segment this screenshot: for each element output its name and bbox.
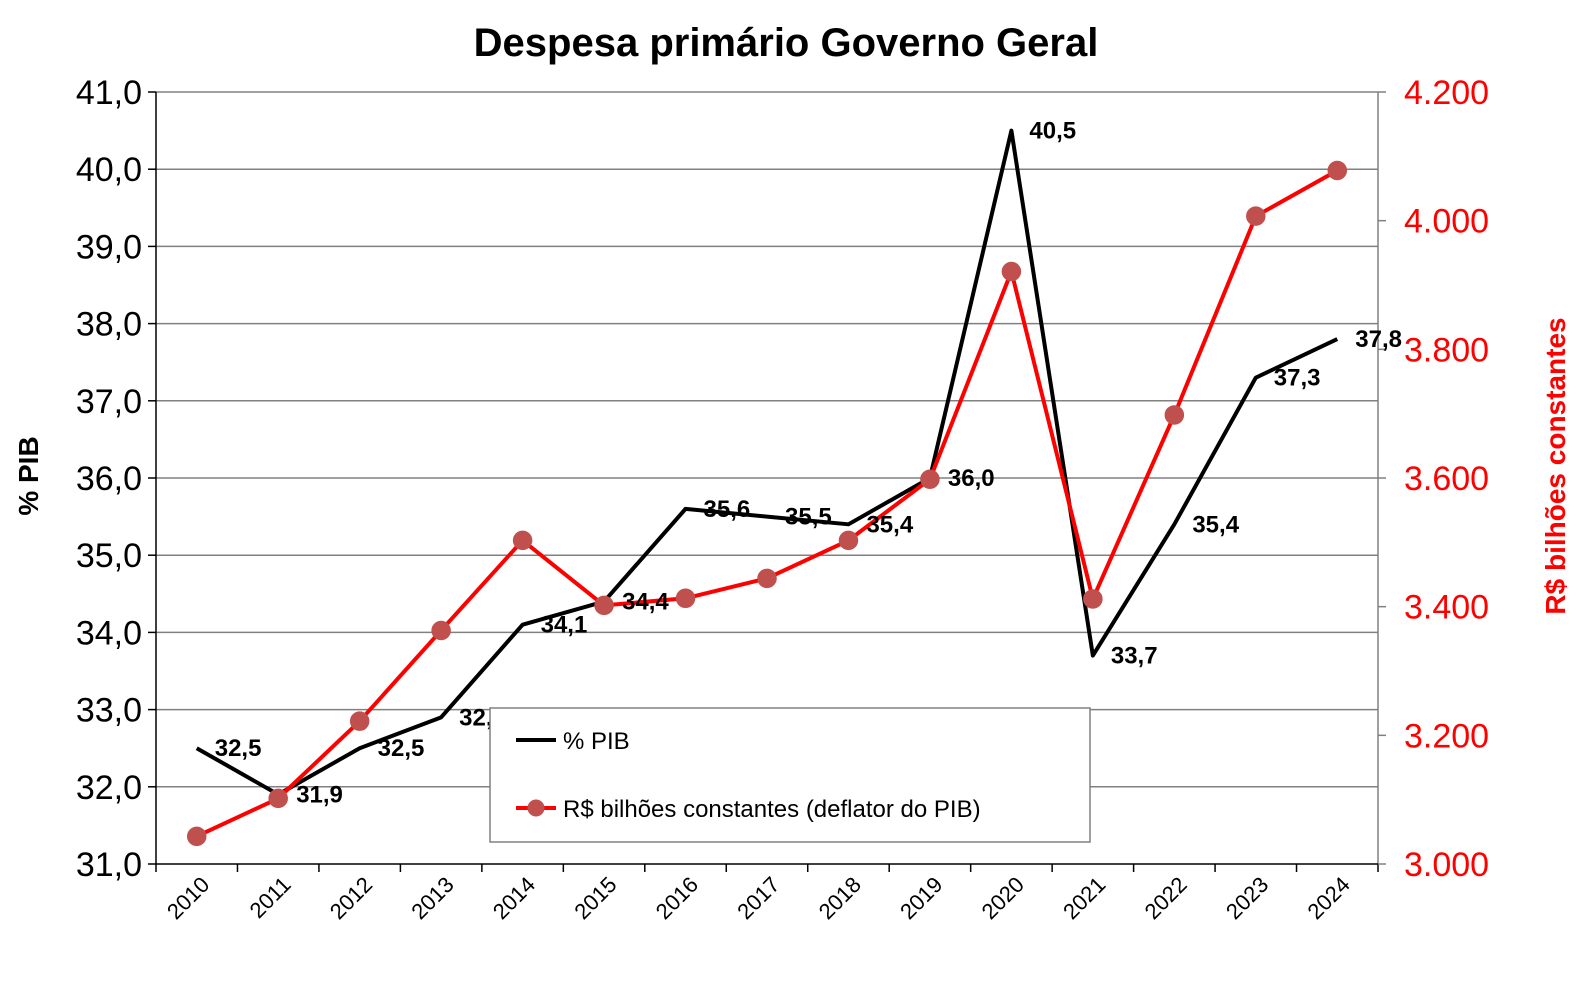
marker-rs-2014	[512, 530, 533, 551]
marker-rs-2017	[757, 568, 777, 589]
legend-label-rs: R$ bilhões constantes (deflator do PIB)	[563, 796, 981, 823]
data-label-pib-2020: 40,5	[1029, 118, 1076, 145]
x-tick-label-2021: 2021	[1058, 872, 1110, 924]
y-axis-right-label: R$ bilhões constantes	[1540, 317, 1571, 614]
data-label-pib-2012: 32,5	[378, 735, 425, 762]
legend: % PIB R$ bilhões constantes (deflator do…	[489, 707, 1091, 843]
x-tick-label-2020: 2020	[977, 872, 1029, 924]
x-tick-label-2024: 2024	[1303, 872, 1355, 924]
axes	[148, 91, 1386, 872]
data-label-pib-2023: 37,3	[1274, 365, 1321, 392]
y-left-tick-label-2: 33,0	[76, 692, 142, 730]
data-labels: 32,531,932,532,934,134,435,6 35,5 35,436,0…	[215, 118, 1402, 809]
y-right-tick-label-2: 3.400	[1404, 589, 1489, 627]
marker-rs-2011	[268, 788, 288, 809]
x-tick-label-2018: 2018	[814, 872, 866, 924]
data-label-pib-2019: 36,0	[948, 465, 995, 492]
y-right-tick-label-0: 3.000	[1404, 846, 1489, 884]
marker-rs-2022	[1164, 405, 1185, 425]
data-label-pib-2010: 32,5	[215, 735, 262, 762]
x-axis-ticks: 2010 2011 2012 2013 2014 2015 2016 2017 2018 2019…	[162, 872, 1355, 924]
x-tick-label-2019: 2019	[895, 872, 947, 924]
data-label-pib-2022: 35,4	[1192, 511, 1239, 538]
x-tick-label-2017: 2017	[732, 872, 784, 924]
x-tick-label-2013: 2013	[406, 872, 458, 924]
marker-rs-2013	[431, 620, 451, 641]
y-left-tick-label-8: 39,0	[76, 228, 142, 266]
data-label-pib-2018: 35,4	[866, 511, 913, 538]
legend-box	[489, 707, 1091, 843]
y-left-tick-label-4: 35,0	[76, 537, 142, 575]
y-right-tick-label-1: 3.200	[1404, 717, 1489, 755]
y-left-tick-label-3: 34,0	[76, 614, 142, 652]
marker-rs-2020	[1001, 261, 1022, 282]
x-tick-label-2016: 2016	[651, 872, 703, 924]
gridlines	[156, 91, 1378, 788]
data-label-pib-2021: 33,7	[1111, 643, 1158, 670]
data-label-pib-2016: 35,6	[704, 496, 751, 523]
y-left-tick-label-10: 41,0	[76, 74, 142, 112]
data-label-pib-2017: 35,5	[785, 504, 832, 531]
marker-rs-2021	[1083, 589, 1103, 609]
marker-rs-2012	[349, 711, 370, 731]
x-tick-label-2022: 2022	[1140, 872, 1192, 924]
x-tick-label-2011: 2011	[245, 872, 296, 923]
y-left-tick-label-5: 36,0	[76, 460, 142, 498]
x-tick-label-2015: 2015	[569, 872, 621, 924]
chart-title: Despesa primário Governo Geral	[474, 21, 1099, 65]
data-label-pib-2015: 34,4	[622, 589, 669, 616]
x-tick-label-2014: 2014	[488, 872, 540, 924]
marker-rs-2016	[675, 588, 696, 609]
data-label-pib-2011: 31,9	[296, 782, 343, 809]
y-axis-left-label: % PIB	[13, 436, 44, 515]
y-left-tick-label-0: 31,0	[76, 846, 142, 884]
data-label-pib-2024: 37,8	[1355, 326, 1402, 353]
line-pib	[195, 128, 1339, 797]
x-tick-label-2023: 2023	[1221, 872, 1273, 924]
left-axis-ticks: 31,0 32,0 33,0 34,0 35,0 36,0 37,0 38,0 39,0 40,0…	[76, 74, 142, 884]
y-right-tick-label-3: 3.600	[1404, 460, 1489, 498]
x-tick-label-2010: 2010	[162, 872, 214, 924]
legend-label-pib: % PIB	[563, 728, 630, 755]
marker-rs-2024	[1327, 160, 1348, 181]
marker-rs-2015	[594, 595, 614, 616]
legend-marker-rs	[527, 799, 545, 817]
y-right-tick-label-4: 3.800	[1404, 331, 1489, 369]
y-left-tick-label-6: 37,0	[76, 383, 142, 421]
x-tick-label-2012: 2012	[325, 872, 377, 924]
y-right-tick-label-5: 4.000	[1404, 203, 1489, 241]
series-rs	[186, 160, 1348, 847]
marker-rs-2010	[186, 826, 207, 847]
marker-rs-2019	[920, 469, 940, 490]
y-left-tick-label-9: 40,0	[76, 151, 142, 189]
marker-rs-2023	[1246, 206, 1266, 226]
data-label-pib-2014: 34,1	[541, 612, 588, 639]
series-pib	[195, 128, 1339, 797]
right-axis-ticks: 3.000 3.200 3.400 3.600 3.800 4.000 4.200	[1404, 74, 1489, 884]
y-right-tick-label-6: 4.200	[1404, 74, 1489, 112]
marker-rs-2018	[838, 530, 859, 551]
y-left-tick-label-7: 38,0	[76, 306, 142, 344]
y-left-tick-label-1: 32,0	[76, 769, 142, 807]
